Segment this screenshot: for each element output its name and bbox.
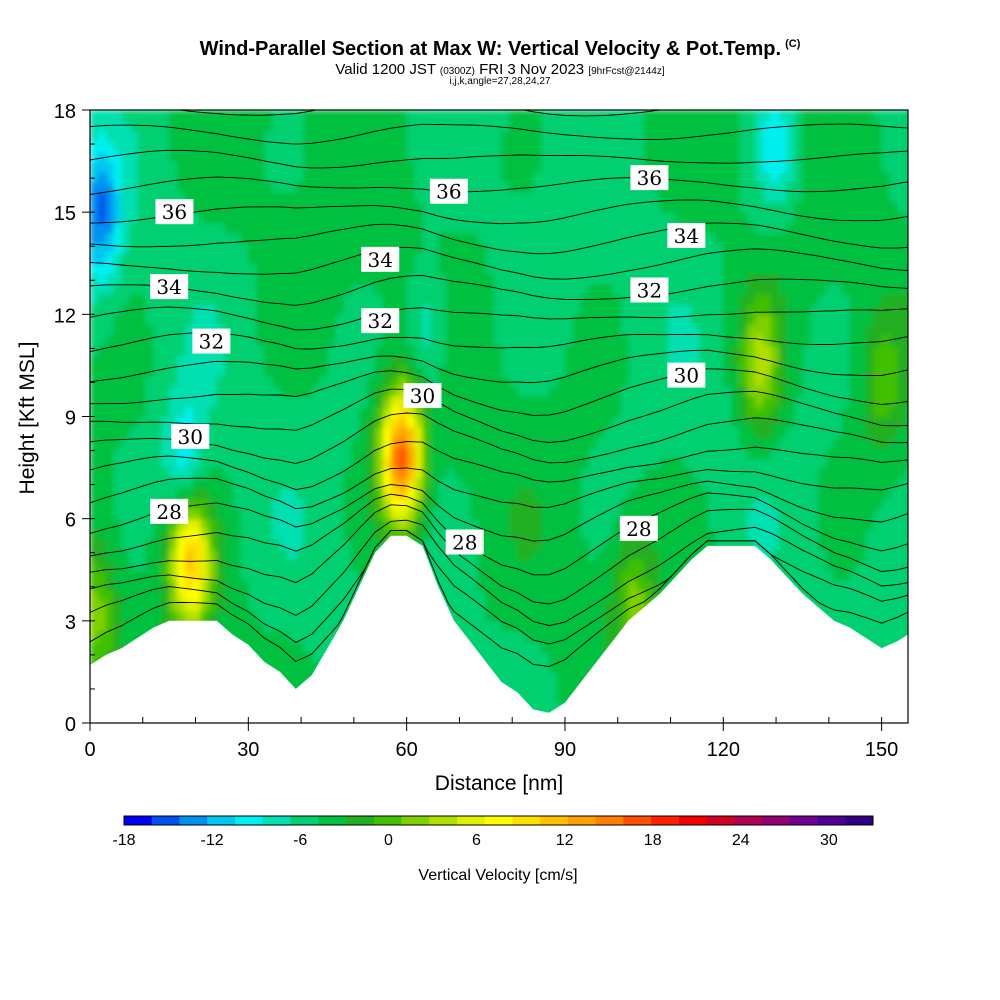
isentrope-line xyxy=(90,149,908,169)
y-axis-title: Height [Kft MSL] xyxy=(16,342,39,495)
y-tick-label: 6 xyxy=(65,510,76,532)
isentrope-label: 34 xyxy=(361,246,400,272)
x-tick-label: 0 xyxy=(84,739,95,761)
y-tick-label: 12 xyxy=(54,305,76,327)
isentrope-label: 36 xyxy=(429,178,468,204)
colorbar-swatch xyxy=(706,816,735,825)
isentrope-label: 32 xyxy=(630,277,669,303)
y-tick-label: 9 xyxy=(65,408,76,430)
isentrope-labels: 28 28 28 30 30 30 32 32 32 34 34 34 36 36 36 xyxy=(150,165,706,555)
isentrope-label: 34 xyxy=(667,223,706,249)
isentrope-label: 28 xyxy=(619,515,658,541)
isentrope-line xyxy=(90,388,908,443)
isentrope-line xyxy=(90,246,908,280)
potential-temperature-isentropes xyxy=(90,110,908,667)
colorbar-swatch xyxy=(207,816,236,825)
colorbar-swatch xyxy=(817,816,846,825)
isentrope-line xyxy=(90,519,908,627)
colorbar-tick-label: -6 xyxy=(293,832,307,849)
colorbar-swatch xyxy=(678,816,707,825)
isentrope-label: 36 xyxy=(630,165,669,191)
colorbar-tick-label: 6 xyxy=(472,832,481,849)
colorbar-swatch xyxy=(512,816,541,825)
isentrope-label: 30 xyxy=(403,383,442,409)
isentrope-label: 32 xyxy=(361,308,400,334)
colorbar-swatch xyxy=(762,816,791,825)
isentrope-line xyxy=(90,492,908,576)
colorbar-swatch xyxy=(651,816,680,825)
x-tick-label: 150 xyxy=(865,739,898,761)
y-tick-label: 0 xyxy=(65,714,76,736)
isentrope-line xyxy=(90,530,908,645)
x-tick-label: 60 xyxy=(396,739,418,761)
colorbar-swatch xyxy=(345,816,375,825)
x-axis-title: Distance [nm] xyxy=(435,772,563,795)
colorbar-swatch xyxy=(290,816,319,825)
isentrope-label: 32 xyxy=(192,328,231,354)
x-tick-label: 30 xyxy=(237,739,259,761)
isentrope-label: 34 xyxy=(150,274,189,300)
colorbar-swatch xyxy=(124,816,153,825)
y-tick-label: 18 xyxy=(54,101,76,123)
chart-subtitle: Valid 1200 JST (0300Z) FRI 3 Nov 2023 [9… xyxy=(335,61,665,78)
isentrope-line xyxy=(90,412,908,464)
colorbar-tick-label: 0 xyxy=(384,832,393,849)
colorbar-swatch xyxy=(484,816,513,825)
colorbar-tick-label: 30 xyxy=(820,832,838,849)
x-tick-label: 90 xyxy=(554,739,576,761)
colorbar-swatch xyxy=(429,816,458,825)
colorbar-swatch xyxy=(151,816,180,825)
colorbar-tick-label: -12 xyxy=(201,832,224,849)
terrain xyxy=(90,535,908,723)
colorbar-tick-label: 12 xyxy=(556,832,574,849)
y-tick-label: 3 xyxy=(65,612,76,634)
colorbar-tick-label: 18 xyxy=(644,832,662,849)
isentrope-line xyxy=(90,467,908,510)
isentrope-line xyxy=(90,199,908,225)
colorbar-swatch xyxy=(235,816,264,825)
isentrope-label: 30 xyxy=(667,362,706,388)
isentrope-line xyxy=(90,176,908,195)
isentrope-line xyxy=(90,222,908,255)
isentrope-line xyxy=(90,441,908,491)
isentrope-line xyxy=(90,123,908,145)
colorbar-swatch xyxy=(456,816,486,825)
chart-indices: i,j,k,angle=27,28,24,27 xyxy=(449,76,551,87)
isentrope-label: 28 xyxy=(150,498,189,524)
isentrope-line xyxy=(90,274,908,306)
colorbar-swatch xyxy=(623,816,652,825)
colorbar-swatch xyxy=(540,816,569,825)
isentrope-line xyxy=(90,504,908,605)
colorbar-tick-label: -18 xyxy=(112,832,135,849)
colorbar-tick-label: 24 xyxy=(732,832,750,849)
colorbar-swatch xyxy=(567,816,597,825)
colorbar-swatch xyxy=(318,816,347,825)
colorbar-swatch xyxy=(845,816,874,825)
colorbar-swatch xyxy=(179,816,208,825)
isentrope-label: 28 xyxy=(445,529,484,555)
colorbar-title: Vertical Velocity [cm/s] xyxy=(418,867,577,884)
isentrope-line xyxy=(175,110,663,117)
colorbar-swatch xyxy=(789,816,818,825)
x-tick-label: 120 xyxy=(707,739,740,761)
colorbar-swatch xyxy=(401,816,430,825)
colorbar-swatch xyxy=(262,816,291,825)
isentrope-line xyxy=(90,368,908,416)
chart-title: Wind-Parallel Section at Max W: Vertical… xyxy=(199,38,801,60)
colorbar-swatch xyxy=(595,816,624,825)
colorbar-swatch xyxy=(373,816,402,825)
isentrope-label: 36 xyxy=(155,199,194,225)
colorbar-swatch xyxy=(734,816,763,825)
isentrope-label: 30 xyxy=(171,423,210,449)
isentrope-line xyxy=(90,480,908,542)
colorbar: -18 -12 -6 0 6 12 18 24 30 xyxy=(112,815,874,849)
y-tick-label: 15 xyxy=(54,203,76,225)
isentrope-line xyxy=(90,306,908,331)
isentrope-line xyxy=(90,349,908,384)
